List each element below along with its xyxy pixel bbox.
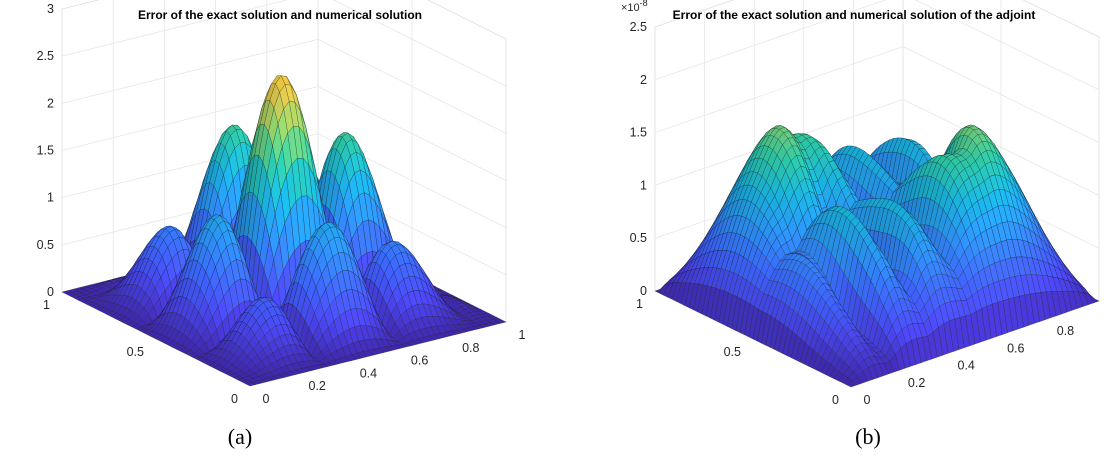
chart-title: Error of the exact solution and numerica…	[673, 8, 1036, 22]
z-tick-label: 2	[640, 73, 647, 87]
surface-face	[245, 382, 257, 387]
z-tick-label: 2.5	[37, 49, 54, 63]
wall-grid-line	[654, 0, 1100, 38]
chart-b-panel: 00.20.40.60.8100.5100.511.522.5×10-8Erro…	[554, 0, 1108, 468]
x-tick-label: 0.6	[411, 354, 428, 368]
y-tick-label: 1	[636, 297, 643, 311]
wall-grid-line	[654, 0, 1100, 91]
z-tick-label: 1.5	[37, 144, 54, 158]
surface-face	[846, 380, 857, 388]
y-tick-label: 1	[43, 298, 50, 312]
z-tick-label: 0.5	[37, 238, 54, 252]
z-tick-label: 1	[640, 178, 647, 192]
x-tick-label: 0.8	[462, 341, 479, 355]
x-tick-label: 0.8	[1057, 324, 1074, 338]
z-tick-label: 3	[47, 2, 54, 16]
chart-a-surface-plot: 00.20.40.60.8100.5100.511.522.53×10-7Err…	[37, 0, 526, 406]
z-tick-label: 2.5	[630, 20, 647, 34]
z-tick-label: 2	[47, 96, 54, 110]
x-tick-label: 0.4	[360, 366, 377, 380]
wall-grid-line	[61, 86, 507, 181]
z-tick-label: 0.5	[630, 231, 647, 245]
y-tick-label: 0.5	[127, 345, 144, 359]
z-tick-label: 0	[640, 284, 647, 298]
wall-grid-line	[61, 38, 507, 134]
surface-mesh	[61, 75, 507, 387]
chart-b-surface-plot: 00.20.40.60.8100.5100.511.522.5×10-8Erro…	[621, 0, 1100, 407]
x-tick-label: 0.2	[908, 376, 925, 390]
x-tick-label: 0.6	[1007, 341, 1024, 355]
x-tick-label: 0	[864, 393, 871, 407]
chart-b-caption: (b)	[855, 424, 881, 449]
surface-mesh	[654, 124, 1100, 388]
wall-grid-line	[61, 0, 507, 87]
x-tick-label: 0	[263, 392, 270, 406]
x-tick-label: 1	[519, 328, 526, 342]
y-tick-label: 0.5	[724, 345, 741, 359]
chart-title: Error of the exact solution and numerica…	[138, 8, 422, 22]
wall-grid-line	[61, 0, 507, 40]
x-tick-label: 0.4	[958, 359, 975, 373]
wall-grid-line	[61, 133, 507, 229]
chart-a-caption: (a)	[227, 424, 253, 449]
z-tick-label: 0	[47, 285, 54, 299]
y-tick-label: 0	[832, 393, 839, 407]
y-tick-label: 0	[231, 392, 238, 406]
wall-grid-line	[654, 98, 1100, 196]
wall-grid-line	[654, 46, 1100, 143]
z-tick-label: 1.5	[630, 126, 647, 140]
z-exponent-label: ×10-8	[621, 0, 648, 14]
z-tick-label: 1	[47, 191, 54, 205]
chart-a-panel: 00.20.40.60.8100.5100.511.522.53×10-7Err…	[37, 0, 526, 449]
x-tick-label: 0.2	[309, 379, 326, 393]
